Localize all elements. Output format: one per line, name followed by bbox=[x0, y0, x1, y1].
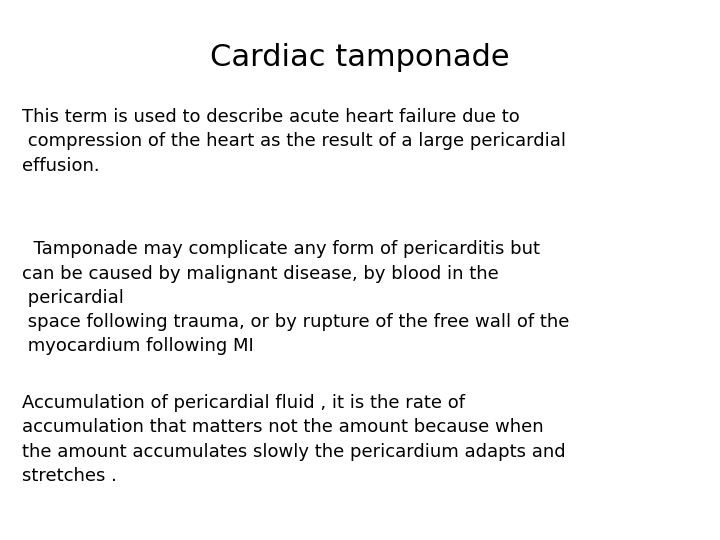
Text: Accumulation of pericardial fluid , it is the rate of
accumulation that matters : Accumulation of pericardial fluid , it i… bbox=[22, 394, 565, 485]
Text: This term is used to describe acute heart failure due to
 compression of the hea: This term is used to describe acute hear… bbox=[22, 108, 566, 174]
Text: Tamponade may complicate any form of pericarditis but
can be caused by malignant: Tamponade may complicate any form of per… bbox=[22, 240, 569, 355]
Text: Cardiac tamponade: Cardiac tamponade bbox=[210, 43, 510, 72]
